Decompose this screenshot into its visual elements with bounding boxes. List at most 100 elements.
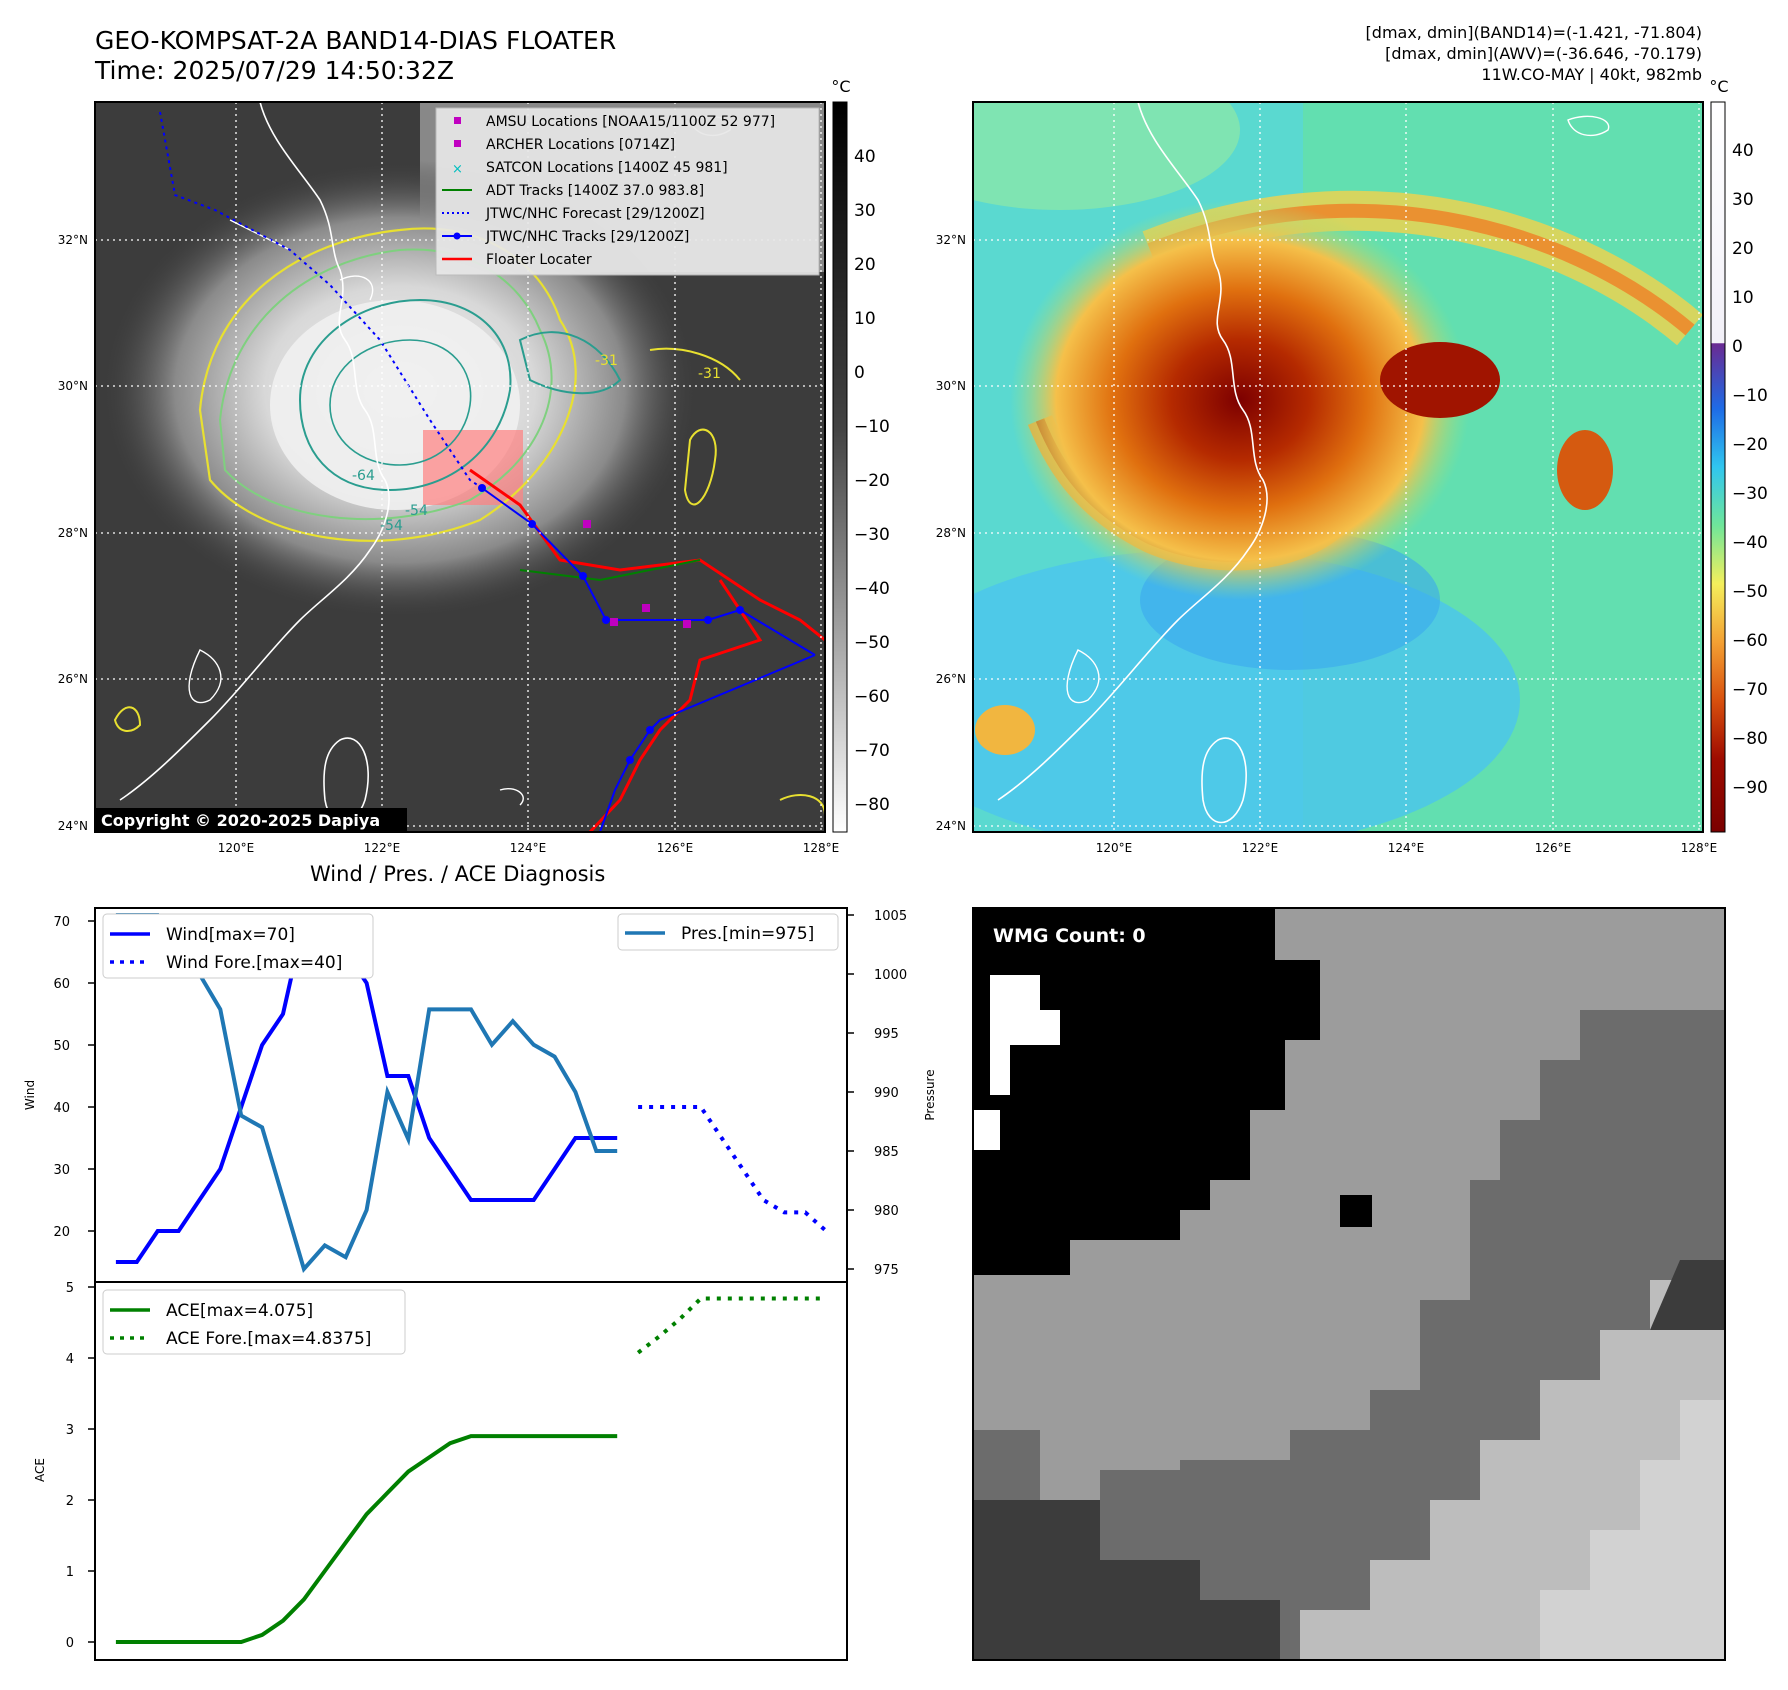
gray-tick: 20 bbox=[854, 255, 876, 275]
lon-label: 126°E bbox=[1535, 841, 1572, 855]
ace-tick: 4 bbox=[66, 1352, 74, 1367]
legend-floater: Floater Locater bbox=[486, 252, 592, 268]
legend-wind: Wind[max=70] bbox=[166, 925, 295, 945]
legend-wind-fore: Wind Fore.[max=40] bbox=[166, 953, 342, 973]
gray-tick: −70 bbox=[854, 741, 890, 761]
color-tick: 30 bbox=[1732, 190, 1754, 210]
pressure-legend: Pres.[min=975] bbox=[617, 913, 839, 951]
title-line-2: Time: 2025/07/29 14:50:32Z bbox=[95, 56, 454, 85]
color-tick: 20 bbox=[1732, 239, 1754, 259]
lon-label: 126°E bbox=[657, 841, 694, 855]
lat-label: 30°N bbox=[58, 379, 88, 393]
gray-tick: 0 bbox=[854, 363, 865, 383]
legend-forecast: JTWC/NHC Forecast [29/1200Z] bbox=[485, 206, 705, 222]
gray-tick: −30 bbox=[854, 525, 890, 545]
wind-tick: 20 bbox=[53, 1225, 70, 1240]
stat-band14: [dmax, dmin](BAND14)=(-1.421, -71.804) bbox=[1365, 23, 1702, 42]
wind-legend: Wind[max=70] Wind Fore.[max=40] bbox=[102, 913, 374, 979]
contour-label: -64 bbox=[352, 468, 375, 484]
ace-tick: 5 bbox=[66, 1281, 74, 1296]
color-colorbar bbox=[1710, 101, 1726, 833]
wind-tick: 70 bbox=[53, 915, 70, 930]
pressure-tick: 995 bbox=[874, 1027, 899, 1042]
pressure-tick: 975 bbox=[874, 1263, 899, 1278]
color-tick: −80 bbox=[1732, 729, 1768, 749]
lat-label: 32°N bbox=[936, 233, 966, 247]
map-legend: AMSU Locations [NOAA15/1100Z 52 977] ARC… bbox=[435, 107, 820, 276]
lat-label: 32°N bbox=[58, 233, 88, 247]
wind-tick: 30 bbox=[53, 1163, 70, 1178]
lon-label: 124°E bbox=[1388, 841, 1425, 855]
wind-forecast-line bbox=[638, 1105, 828, 1233]
ace-tick: 0 bbox=[66, 1636, 74, 1651]
wind-ticks: 70 60 50 40 30 20 bbox=[53, 915, 70, 1240]
gray-tick: −80 bbox=[854, 795, 890, 815]
color-tick: −40 bbox=[1732, 533, 1768, 553]
ace-axes bbox=[94, 1281, 848, 1661]
contour-label: -31 bbox=[595, 353, 618, 369]
pressure-tick: 985 bbox=[874, 1145, 899, 1160]
amsu-marker bbox=[454, 117, 461, 124]
ace-tick: 1 bbox=[66, 1565, 74, 1580]
color-tick: 40 bbox=[1732, 141, 1754, 161]
stat-awv: [dmax, dmin](AWV)=(-36.646, -70.179) bbox=[1385, 44, 1702, 63]
pressure-tick: 1005 bbox=[874, 909, 907, 924]
color-enhanced-image bbox=[973, 102, 1703, 832]
copyright-badge bbox=[95, 808, 407, 832]
color-tick: −50 bbox=[1732, 582, 1768, 602]
gray-tick: 10 bbox=[854, 309, 876, 329]
ace-line bbox=[115, 1434, 618, 1644]
pressure-tick: 980 bbox=[874, 1204, 899, 1219]
ace-tick: 2 bbox=[66, 1494, 74, 1509]
stats-block: [dmax, dmin](BAND14)=(-1.421, -71.804) [… bbox=[1366, 22, 1702, 85]
color-tick: 10 bbox=[1732, 288, 1754, 308]
lon-label: 124°E bbox=[510, 841, 547, 855]
gray-colorbar-unit: °C bbox=[831, 77, 850, 96]
legend-archer: ARCHER Locations [0714Z] bbox=[486, 137, 675, 153]
archer-marker bbox=[454, 140, 461, 147]
wind-tick: 50 bbox=[53, 1039, 70, 1054]
copyright-text: Copyright © 2020-2025 Dapiya bbox=[101, 811, 380, 830]
color-colorbar-unit: °C bbox=[1709, 77, 1728, 96]
gray-tick: −10 bbox=[854, 417, 890, 437]
contour-label: -54 bbox=[405, 503, 428, 519]
wind-tick: 60 bbox=[53, 977, 70, 992]
satcon-marker: × bbox=[452, 162, 463, 177]
gray-tick: 40 bbox=[854, 147, 876, 167]
lat-label: 24°N bbox=[58, 819, 88, 833]
contour-label: -54 bbox=[380, 518, 403, 534]
ace-legend: ACE[max=4.075] ACE Fore.[max=4.8375] bbox=[102, 1289, 406, 1355]
lon-label: 128°E bbox=[1681, 841, 1718, 855]
color-tick: 0 bbox=[1732, 337, 1743, 357]
wind-line bbox=[115, 916, 618, 1264]
color-tick: −30 bbox=[1732, 484, 1768, 504]
wind-ylabel: Wind bbox=[23, 1080, 37, 1110]
pressure-tick: 1000 bbox=[874, 968, 907, 983]
gray-tick: −40 bbox=[854, 579, 890, 599]
contour-label: -31 bbox=[698, 366, 721, 382]
ace-tick: 3 bbox=[66, 1423, 74, 1438]
figure-title: GEO-KOMPSAT-2A BAND14-DIAS FLOATER Time:… bbox=[95, 26, 616, 86]
lon-label: 122°E bbox=[364, 841, 401, 855]
gray-colorbar-ticks: 40 30 20 10 0 −10 −20 −30 −40 −50 −60 −7… bbox=[854, 147, 890, 815]
color-tick: −10 bbox=[1732, 386, 1768, 406]
ace-forecast-line bbox=[636, 1296, 827, 1355]
legend-ace: ACE[max=4.075] bbox=[166, 1301, 313, 1321]
legend-pressure: Pres.[min=975] bbox=[681, 924, 814, 944]
color-tick: −70 bbox=[1732, 680, 1768, 700]
pressure-ticks: 1005 1000 995 990 985 980 975 bbox=[874, 909, 907, 1278]
wmg-count-badge bbox=[985, 918, 1163, 952]
pressure-tick: 990 bbox=[874, 1086, 899, 1101]
gray-colorbar bbox=[832, 101, 848, 833]
floater-box bbox=[423, 430, 523, 505]
lon-label: 120°E bbox=[1096, 841, 1133, 855]
lat-label: 30°N bbox=[936, 379, 966, 393]
title-line-1: GEO-KOMPSAT-2A BAND14-DIAS FLOATER bbox=[95, 26, 617, 55]
pressure-ylabel: Pressure bbox=[923, 1069, 937, 1120]
color-tick: −20 bbox=[1732, 435, 1768, 455]
gray-tick: −60 bbox=[854, 687, 890, 707]
legend-ace-fore: ACE Fore.[max=4.8375] bbox=[166, 1329, 371, 1349]
gray-tick: 30 bbox=[854, 201, 876, 221]
